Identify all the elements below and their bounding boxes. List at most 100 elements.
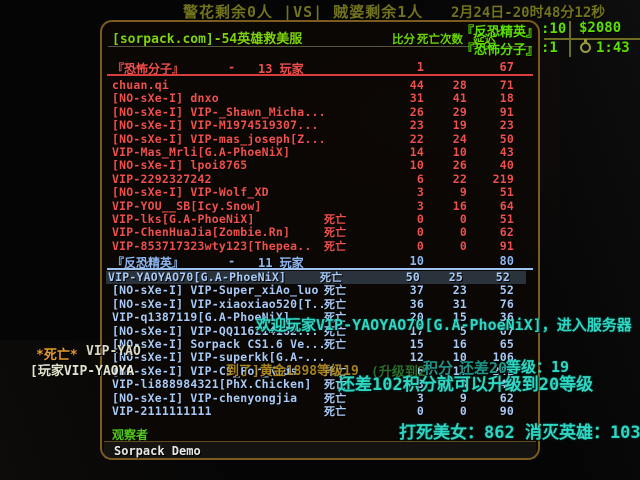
player-latency: 71 — [499, 78, 514, 92]
player-name: chuan.qi — [112, 79, 169, 92]
player-row: VIP-Mas_Mrli[G.A-PhoeNiX] 14 10 43 — [110, 144, 530, 159]
player-latency: 91 — [499, 104, 514, 119]
team-t-score: 1 — [416, 60, 424, 74]
player-latency: 90 — [499, 403, 514, 418]
player-dead-label: 死亡 — [324, 364, 347, 378]
player-score: 6 — [416, 171, 424, 186]
player-name: [NO-sXe-I] VIP-QQ116214162... — [112, 324, 319, 338]
player-row: VIP-853717323wty123[Thepea.. 死亡 0 0 91 — [110, 238, 530, 253]
player-dead-label: 死亡 — [324, 324, 347, 338]
player-score: 12 — [409, 350, 424, 365]
player-name: [NO-sXe-I] VIP-chenyongjia — [112, 391, 298, 405]
player-row: [NO-sXe-I] dnxo 31 41 18 — [110, 92, 530, 105]
player-latency: 65 — [499, 336, 514, 351]
player-deaths: 19 — [452, 118, 467, 133]
player-latency: 40 — [499, 377, 514, 392]
spectator-name: Sorpack Demo — [114, 444, 201, 458]
player-latency: 62 — [499, 390, 514, 405]
player-deaths: 0 — [459, 403, 467, 418]
scoreboard: [sorpack.com]-54英雄救美服 比分 死亡次数 延迟 『恐怖分子』 … — [100, 20, 540, 460]
team-t-name: 『恐怖分子』 — [112, 62, 185, 76]
player-row: [NO-sXe-I] VIP-mas_joseph[Z... 22 24 50 — [110, 131, 530, 146]
player-name: VIP-lks[G.A-PhoeNiX] — [112, 212, 255, 226]
player-row: chuan.qi 44 28 71 — [110, 78, 530, 92]
player-score: 22 — [409, 131, 424, 146]
player-score: 3 — [416, 198, 424, 213]
team-ct-latency: 80 — [499, 254, 514, 268]
player-latency: 241 — [492, 363, 514, 378]
player-score: 3 — [416, 377, 424, 392]
player-latency: 64 — [499, 198, 514, 213]
player-row: [NO-sXe-I] VIP-Wolf_XD 3 9 51 — [110, 186, 530, 199]
team-t-rows: chuan.qi 44 28 71 [NO-sXe-I] dnxo 31 41 … — [110, 78, 530, 253]
player-deaths: 10 — [452, 350, 467, 365]
player-row: VIP-2292327242 6 22 219 — [110, 171, 530, 186]
player-row: [NO-sXe-I] VIP-xiaoxiao520[T.. 死亡 36 31 … — [110, 296, 530, 311]
player-score: 23 — [409, 118, 424, 133]
player-name: VIP-2292327242 — [112, 172, 212, 186]
upgrade-message: 还差102积分就可以升级到20等级 — [338, 375, 594, 395]
player-score: 50 — [405, 270, 420, 284]
player-row: [NO-sXe-I] VIP-_Shawn_Micha... 26 29 91 — [110, 104, 530, 119]
player-score: 0 — [416, 225, 424, 240]
player-score: 0 — [416, 238, 424, 253]
points-fragment: 积分 — [423, 359, 454, 377]
round-panel-horizontal-divider — [544, 38, 640, 40]
team-ct-player-count: 11 玩家 — [258, 256, 304, 270]
player-name: VIP-YOU__SB[Icy.Snow] — [112, 199, 262, 213]
player-deaths: 23 — [452, 283, 467, 298]
player-deaths: 16 — [452, 198, 467, 213]
player-deaths: 9 — [459, 390, 467, 405]
player-dead-label: 死亡 — [324, 239, 347, 253]
team-t-header: 『恐怖分子』 - 13 玩家 1 67 — [110, 60, 530, 76]
player-row: [NO-sXe-I] VIP-chenyongjia 死亡 3 9 62 — [110, 390, 530, 405]
player-name: [NO-sXe-I] VIP-Super_xiAo_luo — [112, 284, 319, 298]
player-score: 31 — [409, 91, 424, 106]
player-deaths: 28 — [452, 78, 467, 92]
player-name: [NO-sXe-I] VIP-M1974519307... — [112, 119, 319, 133]
player-deaths: 16 — [452, 336, 467, 351]
player-row: [NO-sXe-I] VIP-Super_xiAo_luo 死亡 37 23 5… — [110, 283, 530, 298]
player-score: 0 — [416, 211, 424, 226]
player-deaths: 5 — [459, 323, 467, 338]
player-row: [NO-sXe-I] Sorpack CS1.6 Ve... 死亡 15 16 … — [110, 336, 530, 351]
player-dead-label: 死亡 — [324, 378, 347, 392]
player-latency: 106 — [492, 350, 514, 365]
player-score: 37 — [409, 283, 424, 298]
top-status-text: 警花剩余0人 |VS| 贼婆剩余1人 — [183, 3, 424, 21]
welcome-message: 欢迎玩家VIP-YAOYAO70[G.A-PhoeNiX]，进入服务器 — [256, 316, 632, 334]
player-message-prefix: [玩家VIP-YAOYA — [30, 364, 135, 379]
player-deaths: 0 — [459, 238, 467, 253]
spectators-label: 观察者 — [112, 428, 149, 442]
player-score: 20 — [409, 310, 424, 325]
player-name: VIP-853717323wty123[Thepea.. — [112, 239, 312, 253]
player-deaths: 25 — [448, 270, 463, 284]
player-dead-label: 死亡 — [324, 337, 347, 351]
gold-points-fragment: 到了]黄金1898等级19 — [226, 364, 359, 379]
player-deaths: 31 — [452, 296, 467, 311]
money-display: $2080 — [579, 20, 622, 36]
t-team-label: 『恐怖分子』 — [461, 43, 540, 58]
player-deaths: 0 — [459, 211, 467, 226]
player-dead-label: 死亡 — [324, 404, 347, 418]
player-score: 26 — [409, 104, 424, 119]
player-deaths: 29 — [452, 104, 467, 119]
player-deaths: 26 — [452, 158, 467, 173]
player-latency: 76 — [499, 296, 514, 311]
player-latency: 51 — [499, 211, 514, 226]
player-latency: 52 — [499, 283, 514, 298]
player-name: [NO-sXe-I] lpoi8765 — [112, 159, 248, 173]
player-latency: 219 — [492, 171, 514, 186]
player-deaths: 9 — [459, 185, 467, 200]
player-score: 17 — [409, 323, 424, 338]
player-latency: 43 — [499, 144, 514, 159]
death-message-name: VIP-YAO — [86, 344, 141, 359]
player-latency: 50 — [499, 131, 514, 146]
round-timer: 1:43 — [596, 40, 630, 56]
team-ct-underline — [107, 268, 533, 270]
player-dead-label: 死亡 — [324, 391, 347, 405]
player-dead-label: 死亡 — [324, 284, 347, 298]
player-row: [NO-sXe-I] lpoi8765 10 26 40 — [110, 159, 530, 172]
player-latency: 51 — [499, 185, 514, 200]
